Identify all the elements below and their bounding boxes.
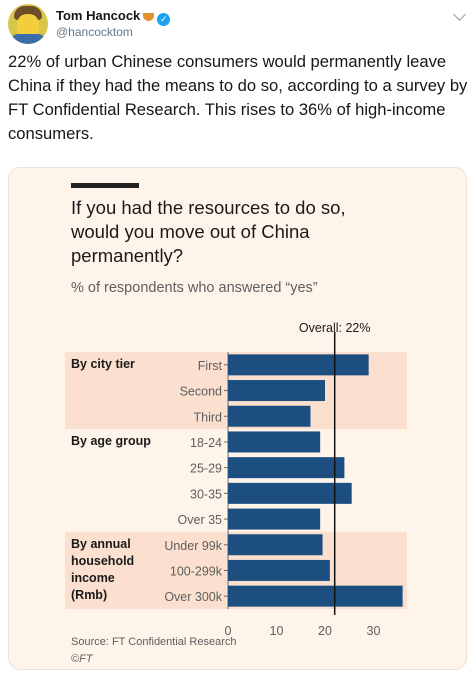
bar-30-35	[228, 482, 352, 504]
group-label: By city tier	[71, 357, 135, 371]
chart-copyright: ©FT	[71, 653, 94, 665]
category-label: Under 99k	[164, 539, 222, 553]
title-rule	[71, 183, 139, 188]
category-label: Second	[180, 385, 222, 399]
bar-chart: If you had the resources to do so, would …	[65, 183, 407, 665]
bar-first	[228, 354, 369, 376]
category-label: Over 35	[178, 513, 223, 527]
bar-18-24	[228, 431, 321, 453]
x-tick-label: 10	[270, 624, 284, 638]
chart-subtitle: % of respondents who answered “yes”	[71, 280, 318, 296]
chart-title-line: If you had the resources to do so,	[71, 197, 346, 218]
category-label: 100-299k	[170, 564, 223, 578]
category-label: First	[198, 359, 223, 373]
category-label: Third	[194, 410, 223, 424]
category-label: 30-35	[190, 487, 222, 501]
x-tick-label: 20	[318, 624, 332, 638]
chevron-down-icon[interactable]	[453, 8, 466, 21]
pudding-emoji-icon	[143, 13, 155, 21]
category-label: Over 300k	[164, 590, 222, 604]
bar-second	[228, 380, 325, 402]
group-label: income	[71, 571, 115, 585]
group-label: (Rmb)	[71, 588, 107, 602]
chart-image[interactable]: If you had the resources to do so, would …	[8, 167, 467, 670]
avatar[interactable]	[8, 4, 48, 44]
bar-25-29	[228, 457, 345, 479]
tweet-text: 22% of urban Chinese consumers would per…	[8, 52, 468, 143]
reference-label: Overall: 22%	[299, 321, 371, 335]
verified-icon: ✓	[157, 13, 171, 26]
user-name[interactable]: Tom Hancock ✓	[56, 8, 171, 26]
group-label: By age group	[71, 434, 151, 448]
bar-third	[228, 405, 311, 427]
x-tick-label: 0	[225, 624, 232, 638]
user-handle[interactable]: @hancocktom	[56, 25, 133, 39]
chart-title-line: permanently?	[71, 245, 183, 266]
bar-under-99k	[228, 534, 323, 556]
bar-over-35	[228, 508, 321, 530]
chart-title-line: would you move out of China	[70, 221, 310, 242]
user-name-text[interactable]: Tom Hancock	[56, 8, 141, 23]
bar-over-300k	[228, 585, 403, 607]
tweet-header: Tom Hancock ✓ @hancocktom	[8, 4, 468, 44]
group-label: By annual	[71, 537, 131, 551]
chart-source: Source: FT Confidential Research	[71, 636, 237, 648]
category-label: 18-24	[190, 436, 222, 450]
bar-100-299k	[228, 559, 330, 581]
group-label: household	[71, 554, 134, 568]
x-tick-label: 30	[367, 624, 381, 638]
category-label: 25-29	[190, 462, 222, 476]
